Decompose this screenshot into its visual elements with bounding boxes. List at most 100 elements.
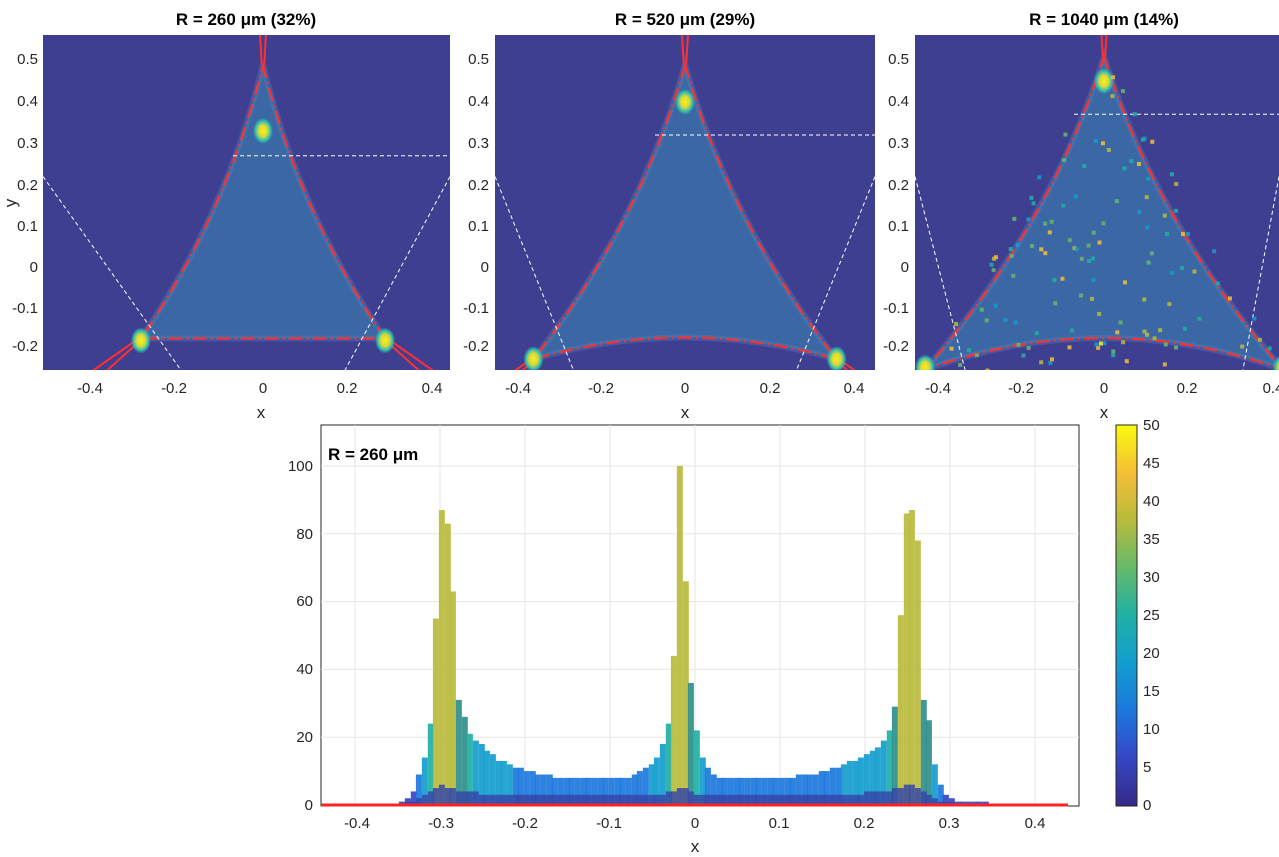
- histogram-bar: [455, 699, 462, 805]
- panel-2-ytick: 0.2: [468, 177, 489, 194]
- histogram-bar: [631, 774, 638, 805]
- histogram-bar: [750, 794, 757, 805]
- hotspot: [375, 327, 396, 354]
- histogram-bar: [438, 784, 445, 805]
- histogram-bar: [869, 750, 876, 805]
- density-pixel: [1015, 242, 1020, 247]
- histogram-bar: [716, 794, 723, 805]
- histogram-bar: [670, 791, 677, 805]
- panel-1-ytick: 0.3: [17, 135, 38, 152]
- density-pixel: [1016, 342, 1021, 347]
- histogram-bar: [880, 740, 887, 805]
- histogram-bar: [614, 794, 621, 805]
- density-pixel: [1043, 221, 1048, 226]
- cusp-line: [681, 35, 685, 65]
- panel-2-ytick: 0.4: [468, 93, 489, 110]
- histogram-bar: [920, 791, 927, 805]
- histogram-bar: [534, 794, 541, 805]
- dashed-guide-left: [43, 176, 182, 370]
- histogram-bar: [512, 767, 519, 805]
- histogram-bar: [398, 801, 405, 805]
- histogram-bar: [653, 794, 660, 805]
- density-pixel: [1096, 345, 1101, 350]
- histogram-bar: [823, 794, 830, 805]
- histogram-bar: [914, 788, 921, 805]
- colorbar-tick: 45: [1143, 455, 1160, 472]
- density-pixel: [1043, 251, 1048, 256]
- density-pixel: [1118, 320, 1123, 325]
- density-pixel: [1011, 273, 1016, 278]
- density-pixel: [991, 268, 996, 273]
- histogram-bar: [829, 794, 836, 805]
- panel-1-ytick: 0.4: [17, 93, 38, 110]
- histogram-bar: [857, 794, 864, 805]
- density-pixel: [1162, 213, 1167, 218]
- panel-1-title: R = 260 μm (32%): [176, 10, 316, 29]
- histogram-bar: [659, 743, 666, 805]
- histogram-bar: [478, 794, 485, 805]
- histogram-bar: [506, 764, 513, 805]
- histogram-y-ticks: 0 20 40 60 80 100: [288, 458, 313, 814]
- histogram-bar: [954, 801, 961, 805]
- histogram-bar: [687, 791, 694, 805]
- histogram-bar: [857, 757, 864, 805]
- histogram-bar: [568, 777, 575, 805]
- histogram-ytick: 40: [296, 661, 313, 678]
- colorbar-gradient: [1115, 424, 1138, 807]
- histogram-bar: [908, 510, 915, 805]
- histogram-bar: [444, 788, 451, 805]
- density-pixel: [1137, 210, 1142, 215]
- histogram-bar: [682, 581, 689, 805]
- histogram-bar: [908, 784, 915, 805]
- histogram-ytick: 100: [288, 458, 313, 475]
- histogram-bar: [568, 794, 575, 805]
- histogram-bar: [852, 760, 859, 805]
- panel-3-content: [915, 35, 1279, 370]
- histogram-bar: [925, 720, 932, 805]
- histogram-xtick: -0.4: [344, 815, 370, 832]
- histogram-bar: [925, 794, 932, 805]
- colorbar-tick: 15: [1143, 683, 1160, 700]
- panel-2-ytick: 0.5: [468, 51, 489, 68]
- histogram-bar: [546, 774, 553, 805]
- density-pixel: [1009, 253, 1014, 258]
- histogram-bar: [982, 801, 989, 805]
- histogram-bar: [574, 794, 581, 805]
- density-pixel: [1079, 293, 1084, 298]
- histogram-xtick: -0.3: [428, 815, 454, 832]
- histogram-bar: [659, 794, 666, 805]
- panel-3-xtick: 0.4: [1263, 380, 1279, 397]
- density-pixel: [1012, 216, 1017, 221]
- histogram-xtick: 0.3: [939, 815, 960, 832]
- density-pixel: [1169, 172, 1174, 177]
- histogram-bar: [903, 784, 910, 805]
- histogram-bar: [466, 733, 473, 805]
- histogram-bar: [772, 794, 779, 805]
- histogram-bar: [891, 706, 898, 805]
- density-pixel: [1073, 194, 1078, 199]
- histogram-bar: [789, 794, 796, 805]
- histogram-bar: [897, 615, 904, 805]
- histogram-bar: [619, 794, 626, 805]
- histogram-bar: [942, 801, 949, 805]
- histogram-bar: [625, 777, 632, 805]
- density-pixel: [1061, 158, 1066, 163]
- density-pixel: [974, 353, 979, 358]
- density-pixel: [1150, 139, 1155, 144]
- cusp-line: [1100, 35, 1104, 57]
- histogram-bar: [795, 794, 802, 805]
- histogram-bar: [761, 794, 768, 805]
- histogram-bar: [971, 801, 978, 805]
- histogram-bar: [937, 801, 944, 805]
- density-pixel: [1174, 208, 1179, 213]
- density-pixel: [1063, 132, 1068, 137]
- density-pixel: [1090, 256, 1095, 261]
- histogram-bar: [648, 794, 655, 805]
- histogram-bar: [483, 794, 490, 805]
- histogram-bar: [665, 791, 672, 805]
- histogram-bar: [733, 777, 740, 805]
- colorbar-tick: 30: [1143, 569, 1160, 586]
- histogram-bar: [472, 740, 479, 805]
- histogram-bar: [449, 788, 456, 805]
- density-pixel: [1049, 219, 1054, 224]
